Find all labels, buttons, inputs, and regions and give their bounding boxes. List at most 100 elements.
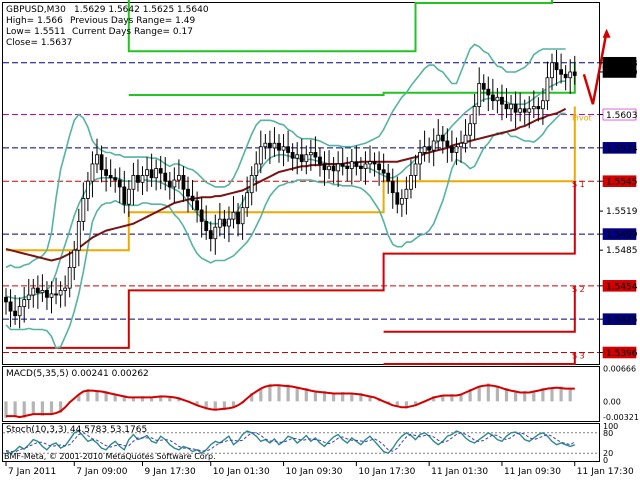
candle-body-94 (431, 140, 436, 151)
candle-body-19 (90, 163, 95, 182)
candle-body-123 (563, 73, 568, 79)
macd-bar-64 (295, 387, 299, 402)
candle-body-65 (299, 154, 304, 163)
candle-body-23 (108, 175, 113, 179)
stoch-main-line (5, 430, 576, 455)
candle-body-20 (95, 154, 99, 165)
candle-body-96 (440, 134, 445, 142)
candle-body-88 (404, 188, 409, 199)
candle-body-9 (45, 290, 49, 298)
candle-body-64 (295, 154, 300, 159)
macd-bar-102 (468, 389, 472, 402)
candle-body-70 (322, 163, 327, 171)
candle-body-58 (267, 142, 272, 149)
candle-body-51 (236, 211, 240, 225)
macd-tick-label-2: -0.00321 (603, 413, 639, 422)
candle-body-116 (531, 106, 536, 110)
macd-bar-0 (4, 401, 8, 418)
price-highlight-label-6: 1.5454 (606, 282, 638, 292)
macd-bar-46 (213, 401, 217, 410)
macd-bar-50 (231, 401, 236, 407)
candle-body-71 (327, 165, 331, 171)
candle-body-109 (500, 96, 504, 105)
current-days-range: Current Days Range= 0.17 (72, 27, 193, 37)
macd-bar-78 (359, 393, 363, 402)
candle-body-34 (158, 168, 163, 174)
candle-body-79 (363, 163, 368, 169)
series-lower_band (5, 112, 566, 349)
candle-body-89 (409, 175, 413, 190)
price-tick-label-5: 1.5519 (606, 207, 638, 217)
candle-body-120 (550, 62, 554, 79)
time-tick-label-5: 10 Jan 17:30 (358, 467, 415, 477)
candle-body-63 (290, 152, 295, 159)
macd-bar-100 (459, 395, 463, 402)
candle-body-27 (126, 188, 131, 205)
candle-body-60 (277, 142, 281, 151)
candle-body-30 (140, 175, 145, 183)
candle-body-107 (490, 94, 495, 102)
candle-body-83 (381, 169, 386, 174)
candle-body-82 (377, 163, 382, 171)
candle-body-78 (358, 165, 363, 169)
candle-body-53 (245, 192, 250, 209)
candle-body-52 (240, 207, 245, 225)
macd-bar-34 (159, 395, 163, 402)
macd-bar-120 (550, 388, 554, 402)
candle-body-93 (427, 146, 432, 151)
pivot-label-2: S 2 (572, 285, 585, 294)
candle-body-54 (249, 175, 254, 194)
candle-body-14 (67, 267, 72, 289)
candle-body-28 (131, 175, 136, 190)
previous-days-range: Previous Days Range= 1.49 (70, 16, 195, 26)
macd-label: MACD(5,35,5) 0.00241 0.00262 (6, 369, 149, 379)
candle-body-56 (258, 146, 263, 165)
stoch-signal-line (5, 432, 576, 453)
time-tick-label-0: 7 Jan 2011 (8, 467, 56, 477)
price-highlight-label-2: 1.5603 (606, 111, 638, 121)
macd-bar-98 (450, 394, 454, 402)
stoch-label: Stoch(10,3,3) 44.5783 53.1765 (6, 425, 147, 435)
pivot-step-red_s3 (383, 352, 576, 365)
candle-body-86 (395, 192, 400, 205)
macd-tick-label-0: 0.00666 (603, 365, 636, 374)
series-slow_ma (5, 107, 567, 262)
candle-body-72 (331, 165, 336, 172)
series-middle_band (5, 80, 566, 300)
macd-bar-90 (413, 401, 418, 405)
candle-body-118 (541, 100, 545, 110)
macd-bar-76 (350, 394, 354, 402)
candle-body-121 (554, 62, 559, 71)
macd-bar-62 (286, 384, 290, 402)
candle-body-87 (399, 198, 404, 205)
macd-bar-66 (304, 388, 308, 402)
macd-tick-label-1: 0.00 (603, 397, 621, 406)
candle-body-91 (418, 152, 422, 165)
candle-body-61 (281, 146, 286, 151)
candle-body-124 (568, 71, 573, 79)
stoch-tick-label-2: 20 (603, 449, 613, 458)
stochastic-panel (3, 430, 599, 455)
candle-body-103 (472, 106, 477, 125)
candle-body-104 (477, 83, 482, 107)
candle-body-31 (145, 169, 149, 176)
candle-body-46 (213, 226, 218, 240)
candle-body-37 (172, 179, 177, 188)
candle-body-29 (136, 175, 140, 183)
candle-body-38 (176, 175, 181, 181)
candle-body-50 (231, 211, 236, 220)
macd-bar-110 (504, 388, 509, 402)
candle-body-115 (527, 108, 532, 113)
close-label: Close= 1.5637 (6, 38, 72, 48)
candle-body-66 (304, 154, 309, 163)
macd-bar-80 (368, 397, 372, 402)
macd-bar-86 (395, 401, 399, 406)
pivot-step-green (127, 0, 553, 53)
candle-body-105 (481, 83, 486, 90)
macd-bar-12 (59, 401, 63, 413)
price-highlight-label-5: 1.5499 (606, 231, 638, 241)
price-highlight-label-0: 1.5648 (606, 59, 638, 69)
pivot-step-red_s1 (6, 181, 576, 349)
candle-body-42 (195, 200, 200, 211)
